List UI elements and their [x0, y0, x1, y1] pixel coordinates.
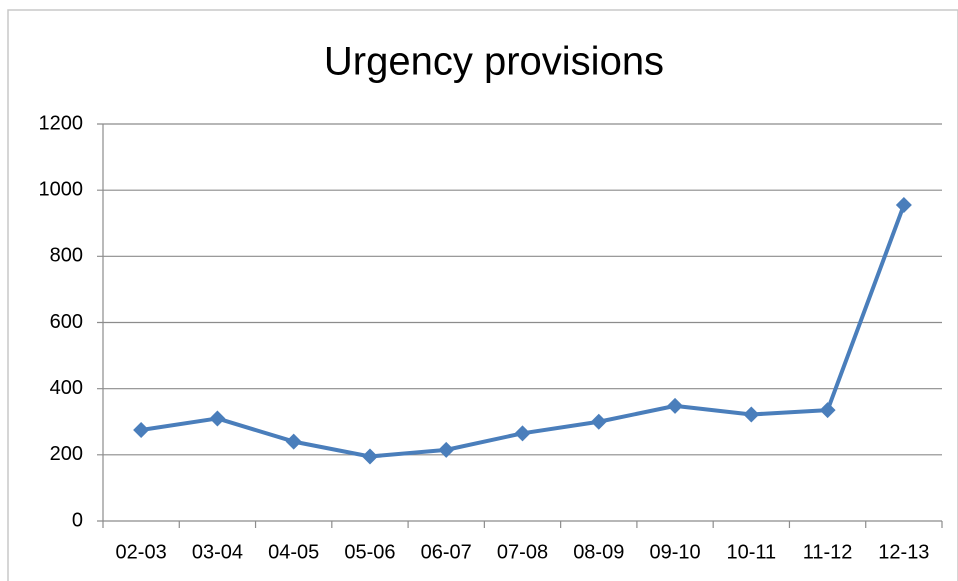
x-tick-label: 04-05 [268, 541, 319, 563]
data-point [209, 410, 226, 427]
data-point [361, 448, 378, 465]
y-tick-label: 1200 [39, 112, 84, 134]
data-point [133, 422, 150, 439]
x-tick-label: 10-11 [726, 541, 776, 563]
data-point [285, 433, 302, 450]
data-point [514, 425, 531, 442]
y-tick-label: 600 [50, 311, 83, 333]
chart-title: Urgency provisions [324, 40, 664, 84]
chart-border [7, 9, 958, 581]
data-point [743, 406, 760, 423]
data-point [895, 197, 912, 214]
y-tick-label: 400 [50, 377, 83, 399]
data-point [819, 402, 836, 419]
x-tick-label: 03-04 [192, 541, 243, 563]
data-point [438, 441, 455, 458]
data-line [140, 204, 906, 459]
x-tick-label: 07-08 [497, 541, 548, 563]
y-tick-label: 200 [50, 443, 83, 465]
x-tick-label: 02-03 [116, 541, 167, 563]
x-tick-label: 08-09 [573, 541, 624, 563]
y-tick-label: 0 [72, 509, 83, 531]
x-tick-label: 09-10 [649, 541, 700, 563]
x-tick-label: 06-07 [421, 541, 472, 563]
y-tick-label: 1000 [39, 178, 84, 200]
data-point [667, 397, 684, 414]
y-tick-label: 800 [50, 245, 83, 267]
x-tick-label: 12-13 [878, 541, 929, 563]
x-tick-label: 05-06 [344, 541, 395, 563]
x-tick-label: 11-12 [803, 541, 853, 563]
data-point [590, 413, 607, 430]
